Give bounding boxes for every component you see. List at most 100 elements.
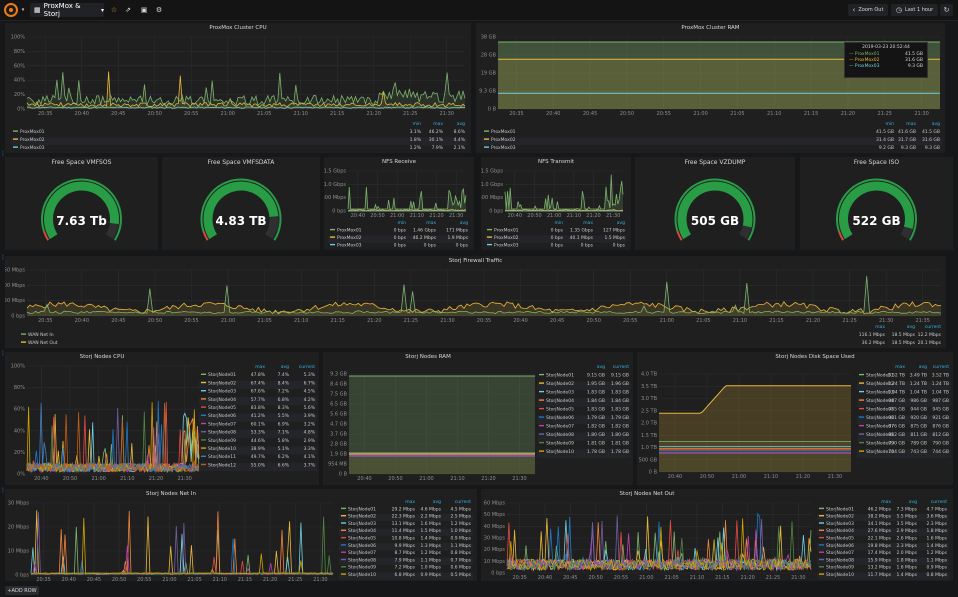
gauge-value-arc — [839, 181, 914, 240]
save-icon[interactable]: ▣ — [140, 6, 148, 14]
legend-value: 2.3 Mbps — [896, 543, 917, 549]
legend-series-name: StorjNode12 — [208, 462, 236, 468]
legend-header: min — [398, 220, 407, 226]
x-tick-label: 21:15 — [715, 575, 729, 581]
legend-value: 1.83 GB — [611, 407, 629, 413]
legend-value: 1.96 GB — [611, 381, 629, 387]
y-tick-label: 9.3 GB — [330, 372, 347, 378]
legend-swatch — [539, 441, 544, 444]
legend-value: 1.04 TB — [910, 390, 927, 396]
legend-value: 2.1% — [454, 145, 466, 151]
legend-value: 0.6 Mbps — [450, 565, 471, 571]
legend-value: 19.8 Mbps — [868, 543, 892, 549]
legend-value: 1.0 Mbps — [420, 565, 441, 571]
legend-series-name: StorjNode05 — [348, 536, 376, 542]
star-icon[interactable]: ☆ — [110, 6, 118, 14]
gear-icon[interactable]: ⚙ — [155, 6, 163, 14]
legend-value: 5.6% — [304, 405, 316, 411]
legend-value: 1.80 GB — [611, 432, 629, 438]
legend-row-bg — [482, 137, 942, 146]
legend-value: 41.5 GB — [876, 129, 894, 135]
legend-series-name: StorjNode09 — [866, 441, 894, 447]
legend-swatch — [539, 390, 544, 393]
legend-series-name: StorjNode10 — [348, 572, 376, 578]
x-tick-label: 20:45 — [111, 318, 125, 324]
gauge-value: 522 GB — [852, 214, 901, 228]
legend-value: 20.1 Mbps — [918, 340, 942, 346]
x-tick-label: 21:10 — [764, 474, 778, 480]
gauge-value-arc — [44, 181, 119, 240]
legend-value: 3.3% — [304, 446, 316, 452]
legend-header: max — [426, 221, 436, 226]
gauge-threshold-green — [674, 178, 756, 241]
legend-value: 1.24 TB — [888, 381, 905, 387]
hover-tooltip: 2019-03-23 20:52:44 — ProxMox01 41.5 GB — … — [844, 42, 928, 78]
legend-value: 53.3% — [251, 430, 266, 436]
x-tick-label: 21:30 — [440, 318, 454, 324]
legend-row-bg — [857, 432, 951, 441]
refresh-icon[interactable]: ↻ — [940, 4, 953, 16]
series-fill — [349, 376, 535, 474]
legend-header: avg — [617, 221, 625, 226]
legend-value: 986 GB — [910, 398, 927, 404]
y-tick-label: 2.0 TB — [641, 421, 658, 427]
legend-value: 7.3 Mbps — [896, 506, 917, 512]
legend-value: 0 bps — [424, 243, 437, 249]
legend-value: 31.6 GB — [922, 137, 940, 143]
row-collapse-icon[interactable]: ⋮ — [0, 150, 6, 157]
legend-series-name: StorjNode07 — [546, 424, 574, 430]
legend-value: 3.49 TB — [910, 373, 927, 379]
x-tick-label: 20:40 — [62, 577, 76, 581]
row-collapse-icon[interactable]: ⋮ — [0, 350, 6, 357]
share-icon[interactable]: ⇗ — [125, 6, 131, 14]
legend-value: 8.3% — [278, 405, 290, 411]
zoom-out-button[interactable]: ‹ Zoom Out — [848, 4, 888, 16]
x-tick-label: 20:45 — [563, 575, 577, 581]
legend-swatch — [341, 566, 346, 568]
legend-series-name: StorjNode04 — [826, 528, 854, 534]
time-range-picker[interactable]: ◷ Last 1 hour — [891, 4, 938, 16]
legend-value: 1.04 TB — [888, 390, 905, 396]
legend-series-name: StorjNode09 — [348, 565, 376, 571]
legend-series-name: StorjNode02 — [826, 514, 854, 520]
legend-header: avg — [457, 122, 465, 127]
legend-value: 5.1% — [278, 446, 290, 452]
legend-row-bg — [817, 514, 949, 522]
legend-series-name: StorjNode08 — [826, 557, 854, 563]
legend-value: 13.2 Mbps — [868, 565, 892, 571]
legend-value: 987 GB — [888, 398, 905, 404]
legend-series-name: ProxMox03 — [491, 145, 516, 151]
x-tick-label: 21:00 — [547, 213, 561, 219]
legend-series-name: StorjNode04 — [348, 528, 376, 534]
legend-row-bg — [537, 415, 631, 424]
x-tick-label: 21:30 — [449, 213, 463, 219]
legend-row-bg — [328, 235, 470, 243]
grafana-logo-icon[interactable] — [4, 3, 18, 17]
y-tick-label: 500 GB — [639, 457, 658, 463]
legend-header: current — [931, 499, 947, 505]
chevron-down-icon[interactable]: ▾ — [21, 7, 25, 13]
legend-value: 0 bps — [551, 243, 564, 249]
tooltip-row: — ProxMox01 41.5 GB — [849, 52, 923, 58]
y-tick-label: 3.7 GB — [330, 432, 347, 438]
gauge-value-arc — [677, 181, 753, 240]
legend-value: 2.3 Mbps — [926, 521, 947, 527]
x-tick-label: 21:15 — [330, 111, 344, 117]
row-collapse-icon[interactable]: ⋮ — [0, 487, 6, 494]
legend-value: 8.6% — [454, 129, 466, 135]
y-tick-label: 0 bps — [332, 209, 346, 215]
add-row-button[interactable]: +ADD ROW — [5, 586, 39, 595]
chevron-left-icon: ‹ — [852, 6, 856, 14]
x-tick-label: 21:10 — [120, 476, 134, 482]
legend-series-name: StorjNode01 — [866, 373, 894, 379]
x-tick-label: 20:40 — [668, 474, 682, 480]
y-tick-label: 10 Mbps — [484, 559, 506, 565]
y-tick-label: 20 Mbps — [8, 525, 30, 531]
y-tick-label: 9.3 GB — [479, 89, 496, 95]
legend-series-name: StorjNode02 — [866, 381, 894, 387]
legend-value: 4.7 Mbps — [926, 506, 947, 512]
y-tick-label: 1.0 TB — [641, 445, 658, 451]
row-collapse-icon[interactable]: ⋮ — [0, 254, 6, 261]
dashboard-picker[interactable]: ▦ ProxMox & Storj ▾ — [30, 2, 104, 18]
legend-value: 3.7% — [304, 462, 316, 468]
